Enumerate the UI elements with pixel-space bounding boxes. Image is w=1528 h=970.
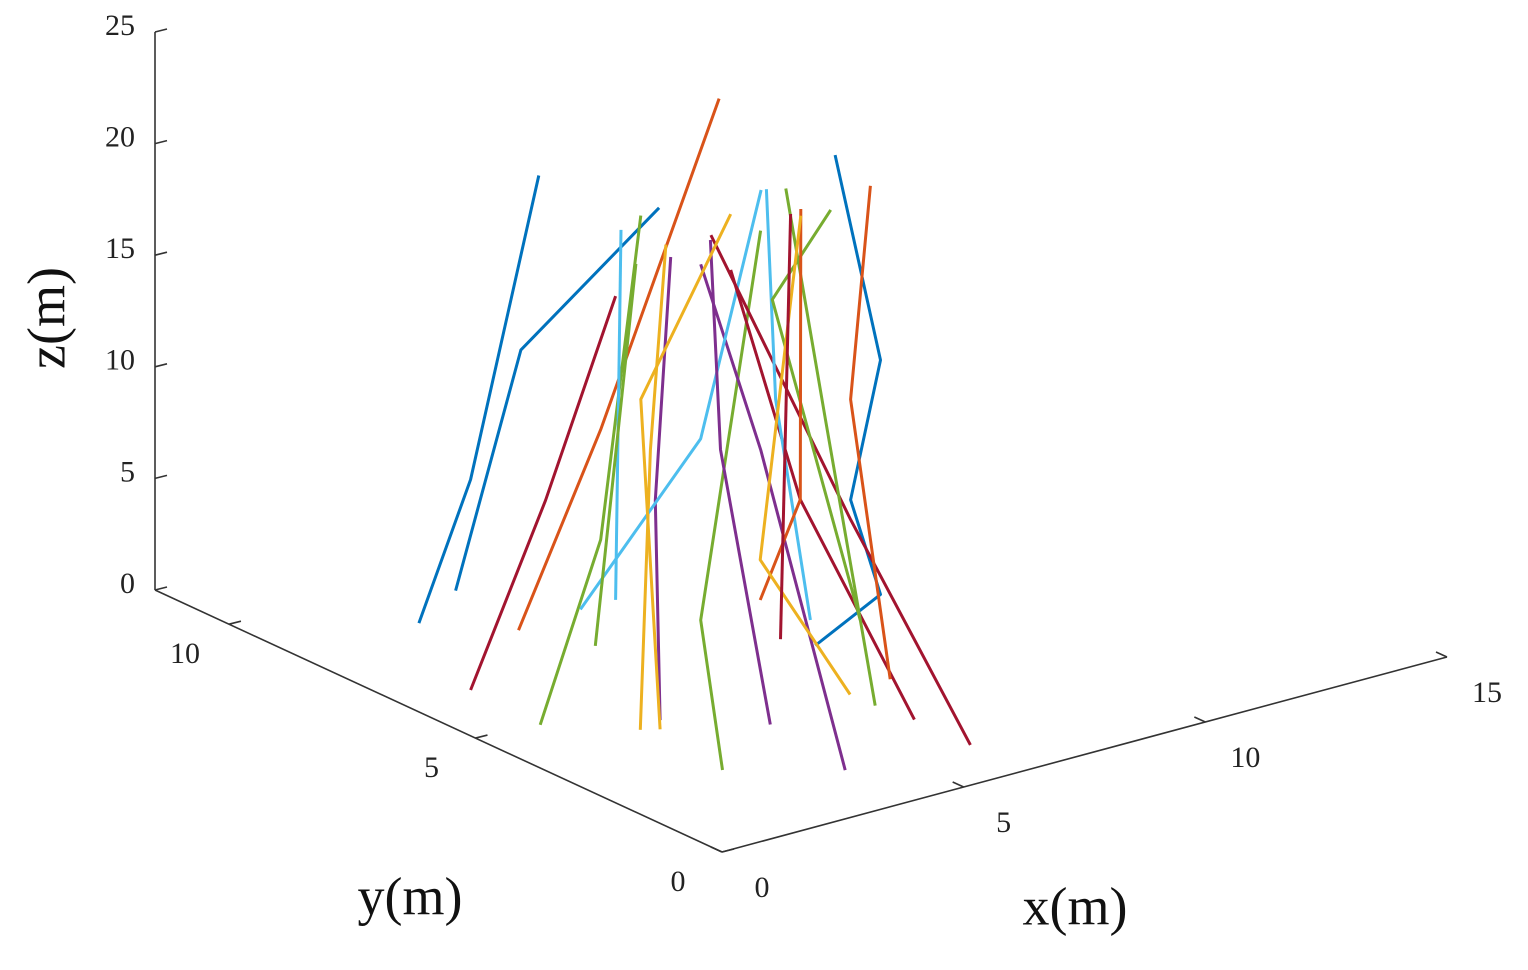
trajectory xyxy=(417,175,541,624)
z-tick xyxy=(154,474,168,480)
trajectory xyxy=(638,244,668,730)
y-tick-label: 10 xyxy=(170,637,200,670)
trajectory xyxy=(639,213,733,730)
trajectory xyxy=(699,263,847,771)
z-tick xyxy=(154,251,168,256)
trajectory xyxy=(779,213,793,640)
z-tick-label: 0 xyxy=(120,567,135,600)
y-tick xyxy=(721,848,735,853)
trajectory xyxy=(758,208,803,601)
z-tick xyxy=(154,363,168,368)
z-tick xyxy=(154,28,168,33)
z-tick-label: 25 xyxy=(105,9,135,42)
x-tick-label: 10 xyxy=(1230,741,1260,774)
x-tick-label: 5 xyxy=(996,806,1011,839)
z-tick-label: 15 xyxy=(105,232,135,265)
z-tick-label: 5 xyxy=(120,455,135,488)
trajectory xyxy=(593,263,638,647)
x-tick-label: 0 xyxy=(755,871,770,904)
trajectory xyxy=(517,98,721,631)
trajectory xyxy=(579,189,763,611)
trajectory xyxy=(469,295,618,691)
y-tick xyxy=(475,734,488,739)
trajectory xyxy=(770,209,862,621)
trajectory xyxy=(708,239,772,725)
z-tick xyxy=(154,586,168,591)
trajectory xyxy=(699,230,763,771)
z-tick-label: 20 xyxy=(105,120,135,153)
trajectory xyxy=(709,234,972,746)
trajectory xyxy=(653,256,673,721)
trajectory xyxy=(614,229,623,600)
y-tick-label: 5 xyxy=(424,751,439,784)
x-tick-label: 15 xyxy=(1472,676,1502,709)
x-tick xyxy=(1194,716,1206,723)
x-tick xyxy=(952,781,964,788)
trajectory xyxy=(764,189,812,621)
trajectory xyxy=(538,215,643,726)
trajectory xyxy=(454,206,661,591)
x-tick xyxy=(1435,651,1448,658)
y-axis-title: y(m) xyxy=(358,866,463,926)
y-axis xyxy=(154,589,723,853)
z-tick-label: 10 xyxy=(105,344,135,377)
x-axis xyxy=(721,656,1448,853)
z-axis-title: z(m) xyxy=(16,267,76,369)
y-tick xyxy=(228,620,242,625)
x-tick xyxy=(710,846,723,853)
x-axis-title: x(m) xyxy=(1023,876,1128,936)
y-tick-label: 0 xyxy=(671,865,686,898)
z-tick xyxy=(154,139,168,145)
trajectory xyxy=(849,185,892,680)
